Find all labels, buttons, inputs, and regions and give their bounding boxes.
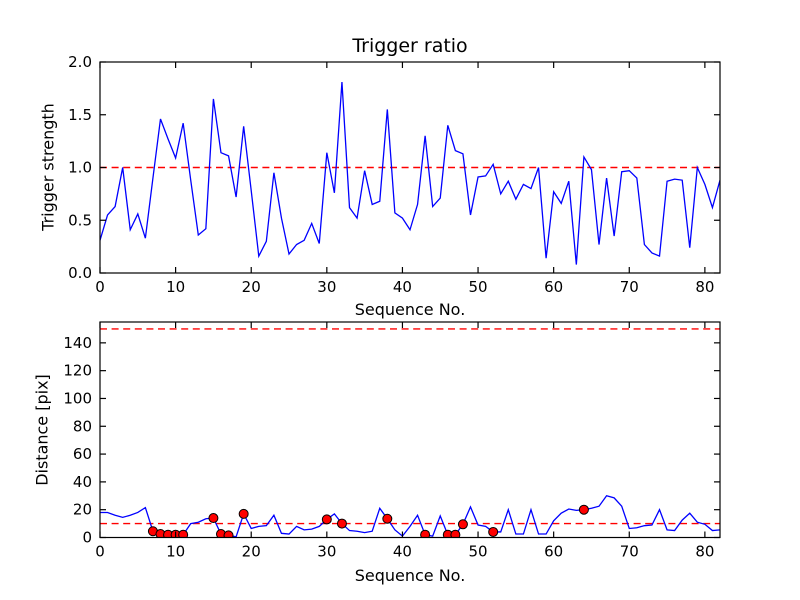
- xlabel-sequence-top: Sequence No.: [354, 300, 466, 319]
- x-tick-label: 60: [544, 543, 563, 561]
- y-tick-label: 140: [63, 334, 92, 352]
- chart-1: 0 10 20 30 40 50 60 70 80 0 20 40 60 80 100 120 140: [63, 321, 721, 561]
- y-tick-label: 1.5: [68, 106, 92, 124]
- x-tick-label: 0: [95, 543, 105, 561]
- x-tick-label: 80: [695, 543, 714, 561]
- y-tick-label: 2.0: [68, 53, 92, 71]
- axes-spines: [99, 321, 721, 539]
- y-tick-label: 0: [82, 529, 92, 547]
- y-tick-label: 60: [73, 445, 92, 463]
- y-tick-label: 0.0: [68, 264, 92, 282]
- y-tick-label: 0.5: [68, 211, 92, 229]
- x-tick-label: 0: [95, 278, 105, 296]
- y-tick-label: 100: [63, 389, 92, 407]
- data-point-marker: [382, 513, 393, 524]
- chart-title: Trigger ratio: [352, 35, 468, 57]
- x-tick-label: 40: [393, 278, 412, 296]
- y-tick-label: 1.0: [68, 159, 92, 177]
- x-tick-label: 60: [544, 278, 563, 296]
- series-line: [100, 81, 720, 265]
- x-tick-label: 30: [317, 278, 336, 296]
- x-tick-label: 50: [469, 543, 488, 561]
- data-point-marker: [450, 529, 461, 538]
- data-point-marker: [420, 529, 431, 538]
- data-point-marker: [178, 529, 189, 538]
- chart-0: 0 10 20 30 40 50 60 70 80 0.0 0.5 1.0 1.5 2.0: [68, 53, 721, 296]
- y-tick-label: 20: [73, 501, 92, 519]
- x-tick-label: 70: [620, 543, 639, 561]
- xlabel-sequence-bottom: Sequence No.: [354, 566, 466, 585]
- x-tick-label: 20: [242, 543, 261, 561]
- data-point-marker: [238, 508, 249, 519]
- x-tick-label: 30: [317, 543, 336, 561]
- x-tick-label: 80: [695, 278, 714, 296]
- data-point-marker: [321, 514, 332, 525]
- y-tick-label: 80: [73, 417, 92, 435]
- x-tick-label: 10: [166, 543, 185, 561]
- x-tick-label: 10: [166, 278, 185, 296]
- data-point-marker: [488, 526, 499, 537]
- x-tick-label: 40: [393, 543, 412, 561]
- series-line: [100, 495, 720, 538]
- y-tick-label: 120: [63, 362, 92, 380]
- x-tick-label: 70: [620, 278, 639, 296]
- x-tick-label: 50: [469, 278, 488, 296]
- y-tick-label: 40: [73, 473, 92, 491]
- x-tick-label: 20: [242, 278, 261, 296]
- data-point-marker: [208, 513, 219, 524]
- data-point-marker: [336, 518, 347, 529]
- data-point-marker: [223, 530, 234, 538]
- data-point-marker: [457, 519, 468, 530]
- data-point-marker: [578, 504, 589, 515]
